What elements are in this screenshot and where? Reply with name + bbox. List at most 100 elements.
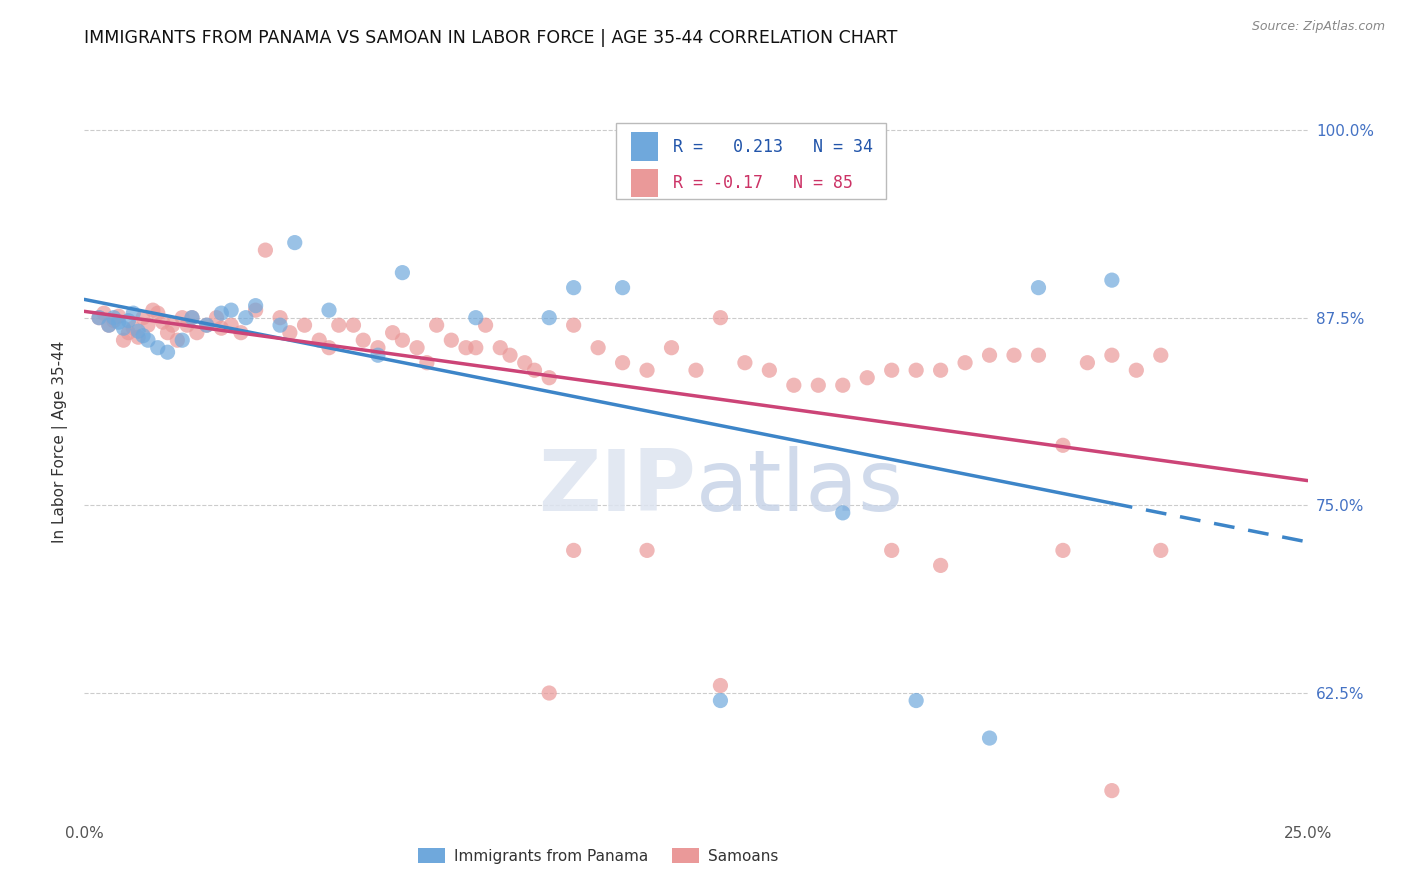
Point <box>1002 348 1025 362</box>
Point <box>146 341 169 355</box>
Point <box>856 370 879 384</box>
Point <box>209 306 232 320</box>
Point <box>734 356 756 370</box>
Point <box>205 310 228 325</box>
Point <box>219 303 242 318</box>
Point <box>685 363 707 377</box>
Point <box>142 303 165 318</box>
Point <box>489 341 512 355</box>
Point <box>294 318 316 333</box>
Legend: Immigrants from Panama, Samoans: Immigrants from Panama, Samoans <box>412 842 785 870</box>
Point <box>562 318 585 333</box>
Point <box>905 363 928 377</box>
Point <box>235 310 257 325</box>
Point <box>195 318 218 333</box>
Point <box>1028 348 1050 362</box>
Point <box>284 235 307 250</box>
Point <box>1150 348 1173 362</box>
Point <box>979 348 1001 362</box>
Point <box>636 543 658 558</box>
Point <box>269 318 291 333</box>
Point <box>172 310 194 325</box>
Point <box>1150 543 1173 558</box>
Point <box>254 243 277 257</box>
Point <box>152 315 174 329</box>
Point <box>1028 280 1050 294</box>
Point <box>352 333 374 347</box>
Point <box>219 318 242 333</box>
Point <box>929 558 952 573</box>
Point <box>367 341 389 355</box>
Point <box>1101 348 1123 362</box>
Text: R =   0.213   N = 34: R = 0.213 N = 34 <box>672 137 873 155</box>
Point <box>117 314 139 328</box>
Point <box>245 303 267 318</box>
Point <box>117 326 139 340</box>
Point <box>474 318 496 333</box>
Point <box>586 341 609 355</box>
Point <box>156 345 179 359</box>
Point <box>709 679 731 693</box>
Point <box>1076 356 1098 370</box>
Point <box>905 693 928 707</box>
Point <box>122 306 145 320</box>
Point <box>406 341 429 355</box>
Point <box>308 333 330 347</box>
Point <box>318 303 340 318</box>
Text: atlas: atlas <box>696 445 904 529</box>
Point <box>127 330 149 344</box>
Point <box>1101 273 1123 287</box>
Point <box>831 506 853 520</box>
Point <box>562 543 585 558</box>
Point <box>929 363 952 377</box>
Point <box>132 310 155 325</box>
Point <box>245 299 267 313</box>
Point <box>103 310 125 325</box>
Point <box>87 310 110 325</box>
Point <box>328 318 350 333</box>
Point <box>783 378 806 392</box>
Point <box>112 333 135 347</box>
Point <box>562 280 585 294</box>
Point <box>499 348 522 362</box>
Point <box>172 333 194 347</box>
Point <box>416 356 439 370</box>
Point <box>464 341 486 355</box>
Point <box>176 318 198 333</box>
Point <box>132 328 155 343</box>
Point <box>440 333 463 347</box>
Point <box>953 356 976 370</box>
FancyBboxPatch shape <box>631 132 658 161</box>
Point <box>1052 543 1074 558</box>
Point <box>513 356 536 370</box>
Point <box>636 363 658 377</box>
Point <box>381 326 404 340</box>
FancyBboxPatch shape <box>616 123 886 199</box>
Point <box>1125 363 1147 377</box>
Point <box>162 318 184 333</box>
Point <box>367 348 389 362</box>
Point <box>979 731 1001 745</box>
Point <box>209 321 232 335</box>
Text: ZIP: ZIP <box>538 445 696 529</box>
Point <box>278 326 301 340</box>
Point <box>93 306 115 320</box>
Point <box>758 363 780 377</box>
Point <box>391 266 413 280</box>
Point <box>709 310 731 325</box>
Point <box>97 318 120 333</box>
Point <box>127 324 149 338</box>
Point <box>612 280 634 294</box>
Point <box>880 543 903 558</box>
Point <box>122 321 145 335</box>
Point <box>538 686 561 700</box>
Point <box>538 310 561 325</box>
Point <box>831 378 853 392</box>
Point <box>391 333 413 347</box>
Point <box>181 310 204 325</box>
Point <box>612 356 634 370</box>
Text: IMMIGRANTS FROM PANAMA VS SAMOAN IN LABOR FORCE | AGE 35-44 CORRELATION CHART: IMMIGRANTS FROM PANAMA VS SAMOAN IN LABO… <box>84 29 898 47</box>
Point <box>1052 438 1074 452</box>
Point <box>97 318 120 333</box>
Point <box>880 363 903 377</box>
